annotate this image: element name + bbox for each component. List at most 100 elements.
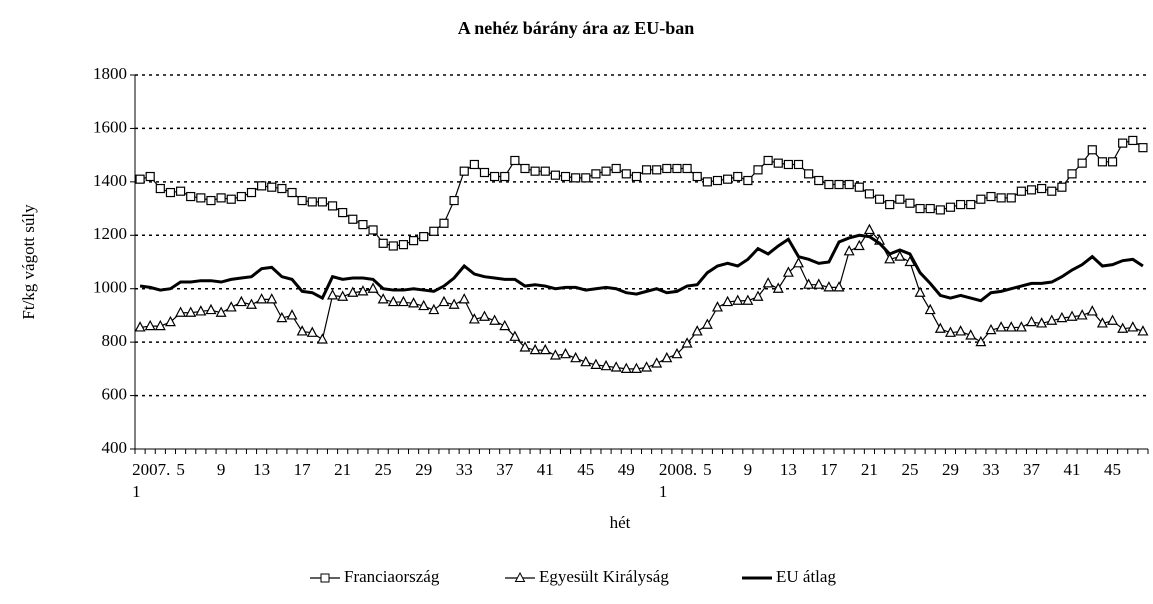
marker [1107, 157, 1118, 167]
series [139, 233, 1144, 303]
marker [885, 199, 895, 210]
marker [814, 175, 824, 186]
marker [378, 238, 388, 248]
marker [965, 329, 977, 340]
y-tick-label: 800 [102, 331, 128, 350]
marker [843, 245, 855, 256]
marker [347, 286, 359, 297]
x-tick-label: 21 [334, 460, 351, 479]
marker [935, 205, 945, 215]
marker [621, 169, 631, 179]
marker [549, 349, 561, 360]
marker [560, 171, 571, 182]
marker [662, 163, 672, 174]
marker [894, 250, 906, 261]
marker [1127, 321, 1139, 332]
marker [500, 171, 510, 182]
x-tick-label: 9 [217, 460, 226, 479]
marker [154, 319, 166, 331]
marker [743, 175, 753, 186]
marker [995, 321, 1007, 332]
marker [387, 295, 399, 307]
marker [1107, 314, 1119, 325]
marker [316, 333, 328, 344]
marker [155, 183, 165, 194]
marker [397, 295, 409, 307]
marker [287, 187, 297, 198]
marker [692, 171, 702, 182]
marker [469, 159, 479, 170]
marker [145, 171, 155, 182]
marker [834, 179, 844, 190]
marker [611, 163, 621, 174]
marker [367, 282, 379, 293]
line [139, 228, 1144, 370]
marker [712, 175, 723, 186]
x-tick-label: 41 [1064, 460, 1081, 479]
marker [722, 295, 734, 307]
marker [590, 358, 602, 369]
marker [1118, 138, 1128, 148]
marker [824, 179, 834, 190]
x-tick-label: 5 [703, 460, 712, 479]
marker [762, 277, 774, 288]
marker [620, 362, 632, 373]
marker [1016, 186, 1026, 196]
marker [530, 166, 540, 176]
marker [1097, 157, 1108, 167]
marker [600, 359, 612, 371]
marker [914, 286, 926, 297]
marker [711, 301, 723, 312]
x-tick-label: 49 [618, 460, 635, 479]
marker [246, 187, 257, 198]
marker [782, 266, 794, 277]
y-axis-label: Ft/kg vágott súly [19, 204, 38, 320]
marker [793, 257, 805, 268]
marker [1056, 311, 1068, 323]
x-tick-label: 33 [982, 460, 999, 479]
marker [175, 186, 186, 196]
marker [884, 253, 896, 264]
y-tick-label: 1400 [93, 171, 127, 190]
marker [671, 347, 683, 359]
marker [186, 191, 196, 202]
marker [581, 173, 591, 183]
marker [682, 163, 692, 174]
y-tick-label: 1200 [93, 224, 127, 243]
legend-label: Franciaország [344, 567, 440, 586]
marker [672, 163, 682, 174]
legend-label: Egyesült Királyság [539, 567, 669, 586]
x-tick-label: 29 [942, 460, 959, 479]
marker [327, 201, 338, 211]
marker [955, 325, 967, 336]
marker [307, 197, 317, 207]
marker [317, 197, 328, 207]
marker [428, 303, 440, 315]
marker [439, 218, 449, 228]
x-tick-label: 33 [456, 460, 473, 479]
marker [296, 325, 308, 336]
marker [1137, 325, 1149, 336]
marker [601, 166, 611, 176]
marker [652, 165, 662, 175]
marker [519, 341, 531, 352]
marker [1006, 193, 1016, 203]
marker [408, 236, 419, 246]
marker [175, 306, 187, 317]
x-tick-label: 13 [253, 460, 270, 479]
marker [438, 295, 450, 307]
marker [388, 241, 398, 251]
marker [732, 294, 744, 305]
marker [134, 321, 146, 332]
x-tick-label: 25 [375, 460, 392, 479]
marker [966, 199, 976, 210]
marker [357, 285, 369, 296]
marker [419, 232, 429, 242]
marker [844, 179, 854, 190]
marker [742, 294, 754, 305]
legend-marker [320, 573, 330, 583]
marker [1047, 186, 1057, 196]
marker [915, 203, 925, 214]
marker [257, 181, 267, 191]
